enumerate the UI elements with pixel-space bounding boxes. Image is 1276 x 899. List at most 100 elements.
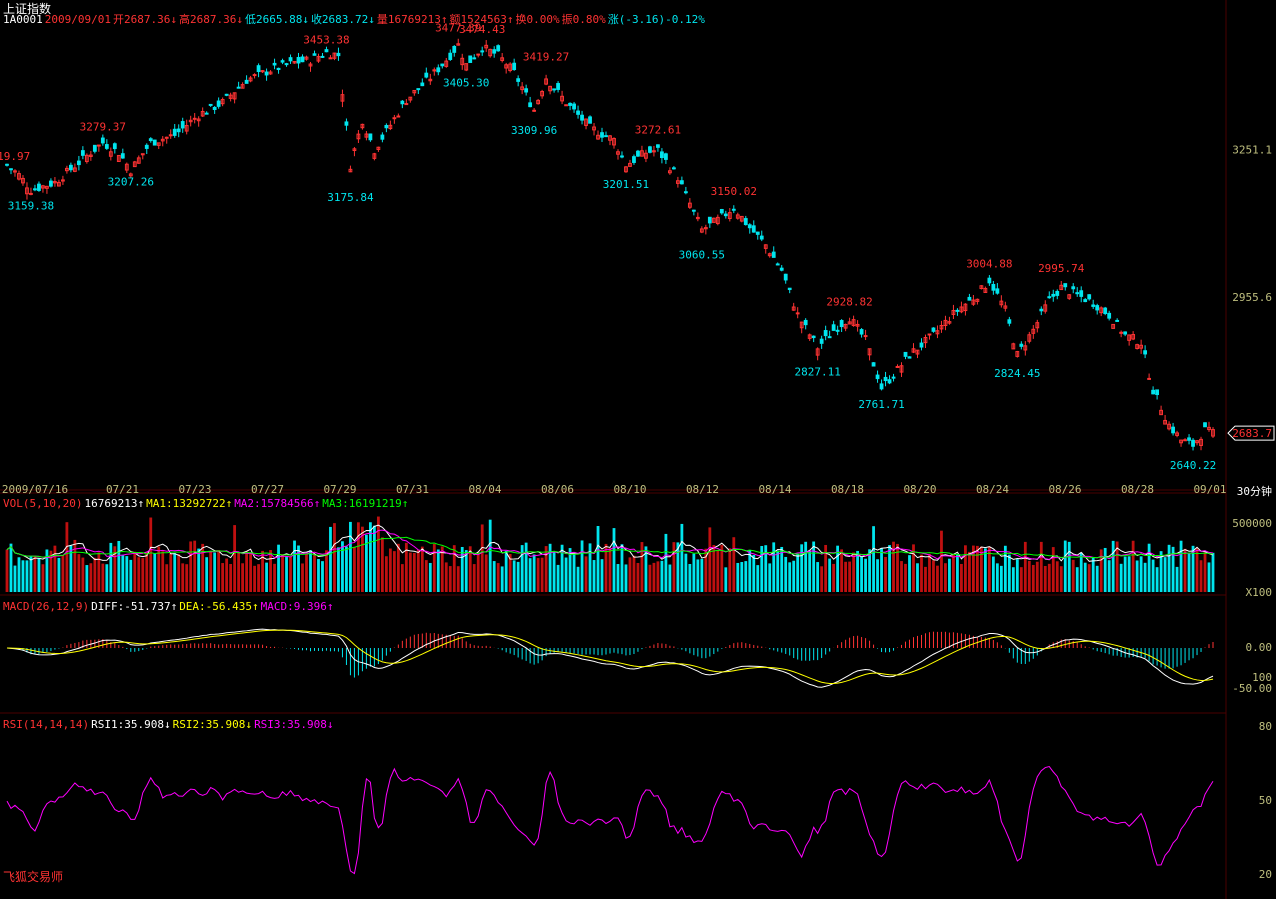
volume-bar [1139, 556, 1143, 592]
volume-bar [488, 519, 492, 592]
volume-bar [424, 560, 428, 592]
candle-body [1183, 439, 1187, 442]
volume-bar [468, 546, 472, 592]
volume-bar [828, 558, 832, 592]
high-label: 3272.61 [635, 124, 681, 137]
index-title: 上证指数 [3, 2, 52, 16]
volume-bar [644, 546, 648, 592]
candle-body [320, 55, 325, 58]
candle-body [520, 86, 525, 91]
low-label: 3159.38 [8, 199, 54, 212]
volume-bar [229, 563, 233, 592]
volume-bar [1051, 547, 1055, 592]
volume-bar [1019, 567, 1023, 592]
volume-bar [508, 553, 512, 592]
macd-field-3: MACD:9.396↑ [260, 600, 334, 613]
info-field-1: 2009/09/01 [44, 13, 111, 26]
vol-field-3: MA2:15784566↑ [234, 497, 321, 510]
volume-bar [552, 551, 556, 592]
volume-bar [237, 552, 241, 592]
volume-bar [576, 566, 580, 592]
candle-body [987, 277, 992, 284]
volume-bar [329, 526, 332, 592]
volume-bar [281, 554, 284, 592]
volume-bar [664, 533, 668, 592]
candle-body [540, 90, 545, 97]
volume-bar [89, 563, 93, 592]
candle-body [675, 180, 680, 184]
volume-bar [796, 553, 800, 592]
candle-body [328, 57, 333, 60]
info-field-8: 换0.00% [515, 13, 560, 26]
volume-bar [1071, 559, 1075, 592]
volume-bar [1203, 551, 1207, 592]
date-label: 2009/07/16 [2, 483, 68, 496]
volume-bar [1207, 562, 1211, 592]
volume-bar [936, 565, 939, 592]
volume-bar [396, 543, 400, 592]
candle-body [584, 118, 588, 126]
candle-body [979, 285, 984, 290]
volume-tick-label: 500000 [1232, 517, 1272, 530]
volume-bar [97, 552, 101, 592]
info-field-9: 振0.80% [561, 13, 606, 26]
volume-bar [1027, 560, 1031, 592]
volume-bar [301, 563, 304, 592]
candle-body [1203, 422, 1207, 428]
volume-bar [716, 549, 720, 592]
candle-body [500, 57, 505, 61]
volume-bar [428, 562, 432, 592]
volume-bar [500, 566, 504, 592]
candle-body [935, 330, 940, 335]
volume-bar [964, 545, 967, 592]
volume-bar [1191, 545, 1195, 592]
candle-body [5, 163, 9, 166]
volume-bar [157, 546, 161, 592]
candle-body [268, 71, 273, 75]
volume-bar [704, 548, 708, 592]
candle-body [76, 160, 81, 166]
volume-bar [784, 556, 788, 592]
volume-bar [476, 552, 480, 592]
candle-body [679, 180, 684, 185]
volume-bar [504, 550, 508, 592]
volume-bar [121, 554, 125, 592]
candle-body [1127, 334, 1132, 341]
volume-bar [1143, 562, 1147, 592]
volume-bar [1095, 565, 1099, 592]
candle-body [412, 89, 417, 94]
candle-body [747, 224, 752, 229]
candle-body [1099, 307, 1104, 314]
volume-bar [73, 539, 77, 592]
candle-body [296, 56, 301, 64]
volume-bar [345, 546, 348, 592]
volume-bar [972, 545, 975, 592]
candle-body [859, 329, 864, 335]
volume-bar [33, 556, 37, 592]
candle-body [340, 94, 345, 102]
low-label: 3175.84 [327, 191, 374, 204]
info-field-3: 高2687.36↓ [178, 13, 243, 26]
volume-bar [1151, 559, 1155, 592]
volume-bar [780, 546, 784, 592]
candle-body [352, 148, 357, 152]
candle-body [136, 157, 141, 164]
candle-body [348, 168, 353, 173]
candle-body [33, 188, 37, 191]
volume-bar [924, 566, 927, 592]
vol-ma20-line [6, 536, 1214, 559]
high-label: 2995.74 [1038, 262, 1085, 275]
macd-tick-label: 100 [1252, 671, 1272, 684]
volume-bar [808, 550, 812, 592]
volume-bar [824, 544, 828, 592]
volume-bar [592, 560, 596, 592]
candle-body [236, 86, 241, 89]
volume-bar [372, 525, 376, 592]
vol-field-1: 16769213↑ [84, 497, 145, 510]
info-field-4: 低2665.88↓ [244, 13, 309, 26]
candle-body [336, 52, 341, 57]
candle-body [288, 57, 293, 62]
candle-body [624, 166, 628, 173]
candle-body [496, 45, 501, 52]
